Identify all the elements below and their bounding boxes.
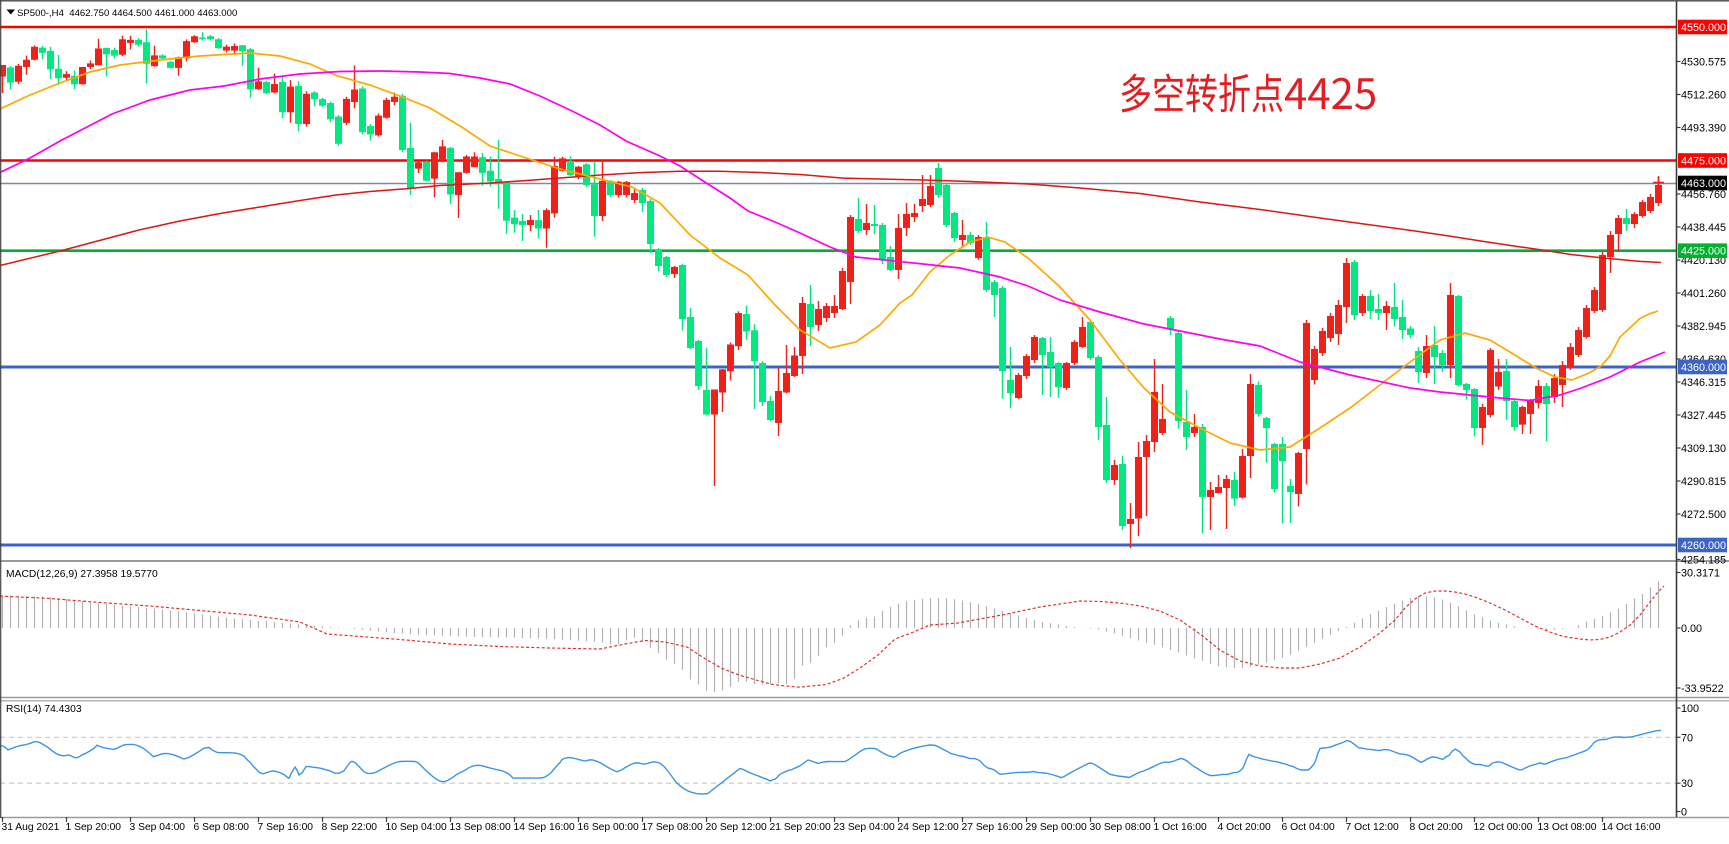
svg-text:4475.000: 4475.000	[1681, 156, 1726, 168]
svg-text:4512.260: 4512.260	[1681, 90, 1726, 102]
svg-text:20 Sep 12:00: 20 Sep 12:00	[706, 822, 768, 833]
svg-text:4530.575: 4530.575	[1681, 57, 1726, 69]
svg-text:0.00: 0.00	[1681, 623, 1702, 635]
svg-text:4 Oct 20:00: 4 Oct 20:00	[1218, 822, 1272, 833]
svg-text:MACD(12,26,9) 27.3958 19.5770: MACD(12,26,9) 27.3958 19.5770	[6, 569, 158, 580]
svg-text:4346.315: 4346.315	[1681, 377, 1726, 389]
svg-text:8 Sep 22:00: 8 Sep 22:00	[322, 822, 378, 833]
svg-text:RSI(14) 74.4303: RSI(14) 74.4303	[6, 704, 82, 715]
svg-text:6 Sep 08:00: 6 Sep 08:00	[194, 822, 250, 833]
svg-text:4309.130: 4309.130	[1681, 443, 1726, 455]
svg-text:10 Sep 04:00: 10 Sep 04:00	[386, 822, 448, 833]
svg-text:30 Sep 08:00: 30 Sep 08:00	[1090, 822, 1152, 833]
svg-text:0: 0	[1681, 807, 1687, 819]
svg-text:21 Sep 20:00: 21 Sep 20:00	[770, 822, 832, 833]
svg-text:4493.390: 4493.390	[1681, 123, 1726, 135]
svg-text:14 Oct 16:00: 14 Oct 16:00	[1602, 822, 1661, 833]
svg-text:4438.445: 4438.445	[1681, 222, 1726, 234]
svg-text:SP500-,H4 4462.750 4464.500 4: SP500-,H4 4462.750 4464.500 4461.000 446…	[17, 8, 237, 19]
svg-text:4425.000: 4425.000	[1681, 246, 1726, 258]
svg-text:4401.260: 4401.260	[1681, 288, 1726, 300]
svg-text:24 Sep 12:00: 24 Sep 12:00	[898, 822, 960, 833]
svg-text:1 Oct 16:00: 1 Oct 16:00	[1154, 822, 1208, 833]
svg-text:12 Oct 00:00: 12 Oct 00:00	[1474, 822, 1533, 833]
svg-text:31 Aug 2021: 31 Aug 2021	[2, 822, 60, 833]
svg-text:4272.500: 4272.500	[1681, 509, 1726, 521]
svg-text:27 Sep 16:00: 27 Sep 16:00	[962, 822, 1024, 833]
svg-text:4327.445: 4327.445	[1681, 410, 1726, 422]
svg-text:30: 30	[1681, 778, 1693, 790]
svg-text:16 Sep 00:00: 16 Sep 00:00	[578, 822, 640, 833]
svg-text:13 Oct 08:00: 13 Oct 08:00	[1538, 822, 1597, 833]
svg-text:4254.185: 4254.185	[1681, 555, 1726, 567]
svg-text:70: 70	[1681, 732, 1693, 744]
svg-text:-33.9522: -33.9522	[1681, 683, 1724, 695]
svg-text:8 Oct 20:00: 8 Oct 20:00	[1410, 822, 1464, 833]
svg-text:4456.760: 4456.760	[1681, 189, 1726, 201]
svg-text:1 Sep 20:00: 1 Sep 20:00	[66, 822, 122, 833]
svg-text:30.3171: 30.3171	[1681, 568, 1720, 580]
svg-text:4260.000: 4260.000	[1681, 540, 1726, 552]
svg-text:4382.945: 4382.945	[1681, 321, 1726, 333]
svg-text:14 Sep 16:00: 14 Sep 16:00	[514, 822, 576, 833]
svg-text:3 Sep 04:00: 3 Sep 04:00	[130, 822, 186, 833]
svg-text:29 Sep 00:00: 29 Sep 00:00	[1026, 822, 1088, 833]
svg-text:100: 100	[1681, 703, 1699, 715]
svg-text:4360.000: 4360.000	[1681, 362, 1726, 374]
svg-text:23 Sep 04:00: 23 Sep 04:00	[834, 822, 896, 833]
svg-text:13 Sep 08:00: 13 Sep 08:00	[450, 822, 512, 833]
svg-text:4290.815: 4290.815	[1681, 476, 1726, 488]
svg-text:7 Sep 16:00: 7 Sep 16:00	[258, 822, 314, 833]
svg-text:17 Sep 08:00: 17 Sep 08:00	[642, 822, 704, 833]
svg-text:6 Oct 04:00: 6 Oct 04:00	[1282, 822, 1336, 833]
svg-text:4550.000: 4550.000	[1681, 22, 1726, 34]
svg-text:4463.000: 4463.000	[1681, 178, 1726, 190]
svg-text:7 Oct 12:00: 7 Oct 12:00	[1346, 822, 1400, 833]
